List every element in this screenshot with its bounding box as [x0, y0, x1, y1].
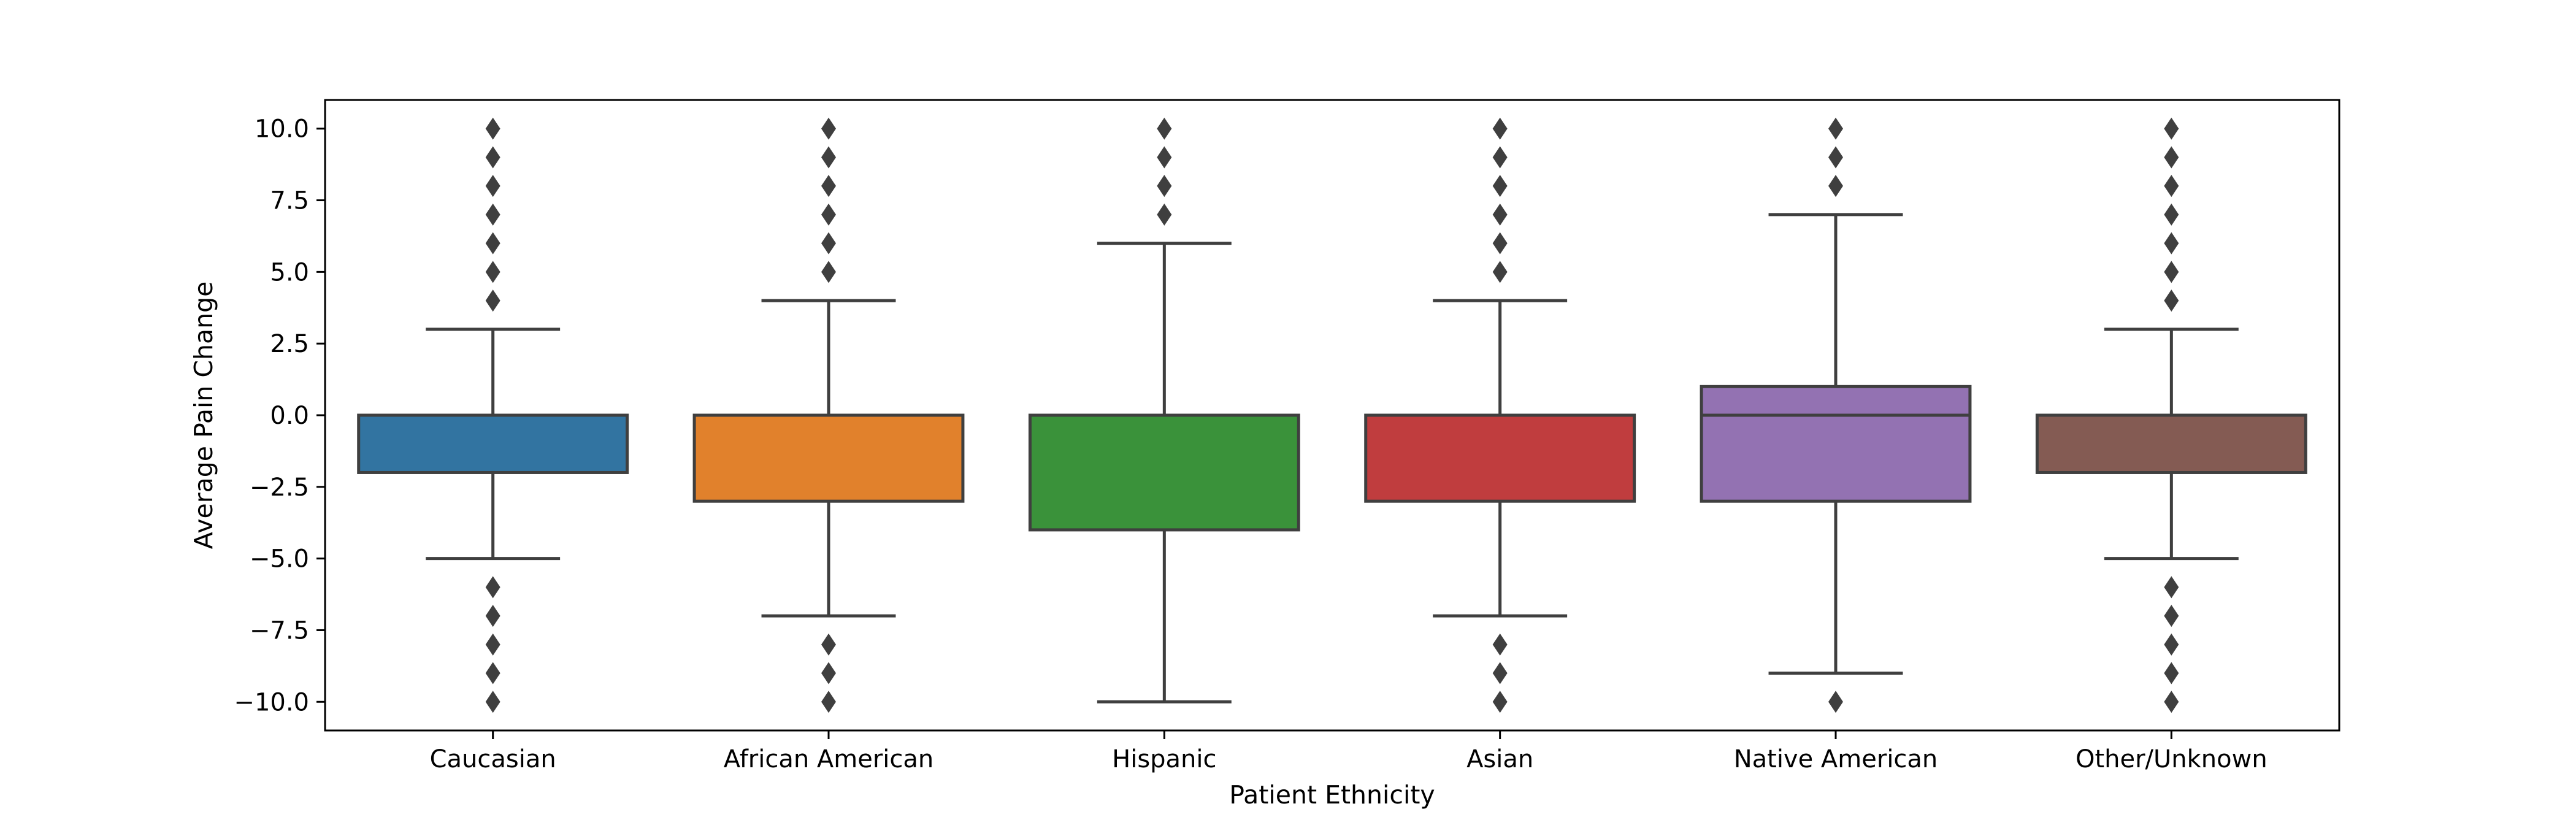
outlier-point-caucasian	[485, 662, 500, 684]
box-caucasian	[357, 413, 629, 474]
outlier-point-african-american	[821, 261, 836, 283]
outlier-point-hispanic	[1157, 117, 1172, 140]
outlier-point-hispanic	[1157, 146, 1172, 169]
y-axis-label: Average Pain Change	[189, 282, 218, 550]
x-tick-label: Caucasian	[430, 745, 556, 773]
x-tick-label: African American	[724, 745, 934, 773]
outlier-point-african-american	[821, 117, 836, 140]
outlier-point-asian	[1492, 117, 1508, 140]
outlier-point-native-american	[1828, 691, 1843, 713]
outlier-point-caucasian	[485, 576, 500, 599]
outlier-point-asian	[1492, 662, 1508, 684]
outlier-point-other-unknown	[2164, 146, 2179, 169]
y-tick-label: 5.0	[270, 258, 309, 286]
x-axis-label: Patient Ethnicity	[1229, 780, 1435, 810]
outlier-point-asian	[1492, 146, 1508, 169]
outlier-point-african-american	[821, 175, 836, 197]
outlier-point-asian	[1492, 633, 1508, 656]
x-tick-label: Other/Unknown	[2076, 745, 2267, 773]
outlier-point-other-unknown	[2164, 232, 2179, 255]
outlier-point-african-american	[821, 232, 836, 255]
y-tick-label: −2.5	[250, 473, 309, 502]
y-tick-label: 2.5	[270, 330, 309, 358]
y-tick-label: 7.5	[270, 187, 309, 215]
box-african-american	[692, 413, 965, 503]
outlier-point-caucasian	[485, 203, 500, 226]
box-hispanic	[1028, 413, 1300, 532]
outlier-point-other-unknown	[2164, 261, 2179, 283]
box-group-caucasian	[357, 117, 629, 713]
outlier-point-african-american	[821, 203, 836, 226]
outlier-point-african-american	[821, 662, 836, 684]
y-axis: 10.0 7.5 5.0 2.5 0.0 −2.5 −5.0 −7.5 −10.0	[234, 115, 325, 716]
chart-marks	[357, 117, 2307, 713]
outlier-point-caucasian	[485, 261, 500, 283]
outlier-point-other-unknown	[2164, 605, 2179, 627]
box-native-american	[1700, 385, 1972, 503]
outlier-point-caucasian	[485, 175, 500, 197]
outlier-point-native-american	[1828, 117, 1843, 140]
box-group-native-american	[1700, 117, 1972, 713]
outlier-point-asian	[1492, 175, 1508, 197]
box-other-unknown	[2035, 413, 2307, 474]
outlier-point-caucasian	[485, 289, 500, 312]
outlier-point-hispanic	[1157, 203, 1172, 226]
outlier-point-asian	[1492, 261, 1508, 283]
outlier-point-other-unknown	[2164, 691, 2179, 713]
outlier-point-caucasian	[485, 146, 500, 169]
outlier-point-african-american	[821, 146, 836, 169]
y-tick-label: 0.0	[270, 402, 309, 430]
x-tick-label: Asian	[1466, 745, 1533, 773]
outlier-point-other-unknown	[2164, 203, 2179, 226]
outlier-point-asian	[1492, 203, 1508, 226]
outlier-point-african-american	[821, 633, 836, 656]
outlier-point-other-unknown	[2164, 633, 2179, 656]
outlier-point-other-unknown	[2164, 576, 2179, 599]
y-tick-label: 10.0	[255, 115, 309, 144]
outlier-point-caucasian	[485, 117, 500, 140]
outlier-point-caucasian	[485, 691, 500, 713]
x-axis: Caucasian African American Hispanic Asian Na…	[430, 730, 2267, 773]
outlier-point-other-unknown	[2164, 662, 2179, 684]
outlier-point-african-american	[821, 691, 836, 713]
outlier-point-native-american	[1828, 146, 1843, 169]
box-group-african-american	[692, 117, 965, 713]
box-asian	[1364, 413, 1636, 503]
box-group-hispanic	[1028, 117, 1300, 703]
outlier-point-native-american	[1828, 175, 1843, 197]
outlier-point-other-unknown	[2164, 289, 2179, 312]
outlier-point-other-unknown	[2164, 175, 2179, 197]
box-group-asian	[1364, 117, 1636, 713]
outlier-point-other-unknown	[2164, 117, 2179, 140]
y-tick-label: −10.0	[234, 688, 309, 716]
outlier-point-hispanic	[1157, 175, 1172, 197]
outlier-point-caucasian	[485, 232, 500, 255]
x-tick-label: Hispanic	[1112, 745, 1216, 773]
outlier-point-caucasian	[485, 605, 500, 627]
outlier-point-asian	[1492, 232, 1508, 255]
box-group-other-unknown	[2035, 117, 2307, 713]
y-tick-label: −7.5	[250, 616, 309, 645]
outlier-point-asian	[1492, 691, 1508, 713]
y-tick-label: −5.0	[250, 545, 309, 573]
x-tick-label: Native American	[1734, 745, 1938, 773]
outlier-point-caucasian	[485, 633, 500, 656]
